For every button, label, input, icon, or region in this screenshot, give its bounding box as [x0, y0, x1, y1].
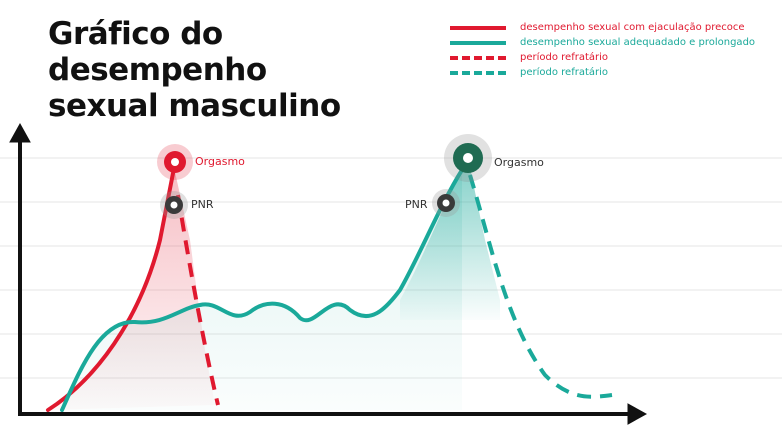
legend-label: período refratário [520, 67, 609, 78]
red-pnr-marker [160, 191, 188, 219]
teal-dashed-line [468, 174, 613, 399]
legend-label: período refratário [520, 52, 609, 63]
teal-orgasm-marker [444, 134, 492, 182]
legend-swatch-teal-dashed [450, 70, 506, 75]
red-dashed-line [176, 194, 220, 406]
legend-item: período refratário [450, 65, 755, 80]
legend-label: desempenho sexual com ejaculação precoce [520, 22, 745, 33]
teal-pnr-label: PNR [405, 198, 428, 211]
red-pnr-label: PNR [191, 198, 214, 211]
legend-swatch-teal-solid [450, 40, 506, 45]
teal-pnr-marker [432, 189, 460, 217]
red-orgasm-marker [157, 144, 193, 180]
legend-swatch-red-dashed [450, 55, 506, 60]
red-orgasm-label: Orgasmo [195, 155, 245, 168]
legend-label: desempenho sexual adequadado e prolongad… [520, 37, 756, 48]
legend-item: período refratário [450, 50, 755, 65]
legend: desempenho sexual com ejaculação precoce… [450, 20, 755, 80]
axes [9, 122, 648, 425]
x-axis-arrow [627, 403, 648, 425]
teal-orgasm-label: Orgasmo [494, 156, 544, 169]
y-axis-arrow [9, 122, 31, 143]
teal-peak-fill [400, 158, 500, 320]
legend-item: desempenho sexual com ejaculação precoce [450, 20, 755, 35]
teal-plateau-fill [62, 175, 462, 410]
legend-item: desempenho sexual adequadado e prolongad… [450, 35, 755, 50]
legend-swatch-red-solid [450, 25, 506, 30]
teal-solid-line [60, 168, 464, 412]
chart-title: Gráfico do desempenho sexual masculino [48, 16, 341, 124]
